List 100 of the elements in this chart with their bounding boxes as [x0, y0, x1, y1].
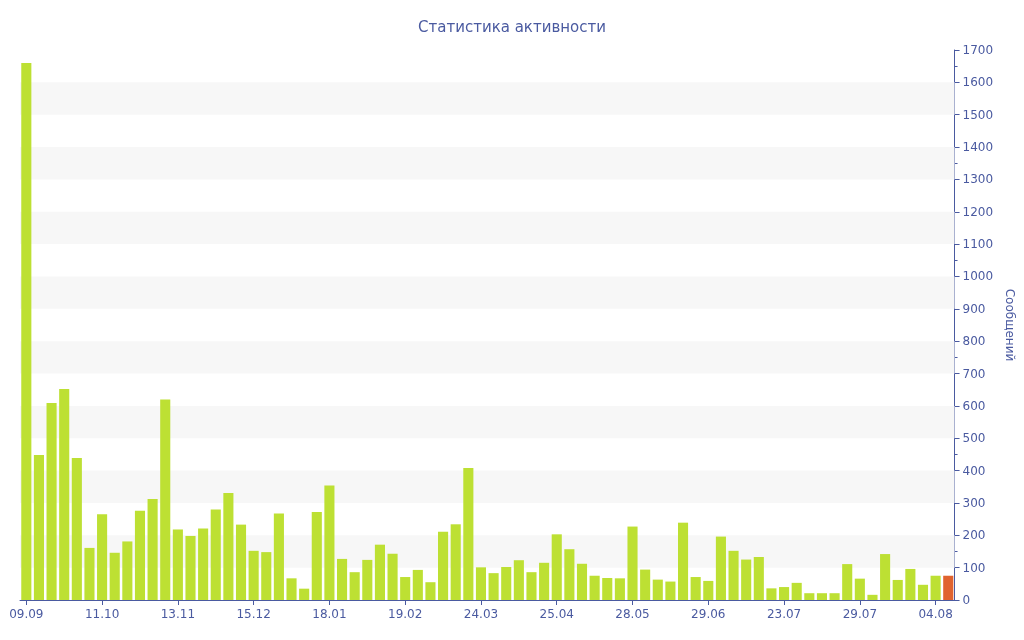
bar	[513, 560, 524, 600]
x-tick-label: 29.07	[842, 607, 878, 621]
bar	[576, 563, 588, 600]
x-tick-label: 28.05	[615, 607, 650, 621]
x-tick-label: 04.08	[918, 607, 953, 621]
y-tick-label: 0	[962, 593, 971, 607]
y-tick-label: 700	[962, 366, 986, 381]
x-tick-label: 15.12	[236, 607, 271, 621]
bar	[299, 588, 310, 600]
bar	[425, 582, 436, 600]
bar	[248, 550, 259, 600]
bar	[917, 584, 929, 600]
bar	[551, 534, 562, 600]
bar	[766, 588, 777, 600]
bar	[779, 587, 790, 600]
y-tick-label: 1700	[962, 43, 994, 57]
bar	[349, 572, 360, 600]
y-axis-title: Сообщений	[1003, 288, 1017, 362]
y-tick-label: 600	[962, 398, 986, 413]
bar	[791, 582, 802, 600]
bar	[564, 549, 575, 600]
y-tick-label: 1100	[962, 237, 994, 252]
bar	[160, 399, 171, 600]
bar	[614, 578, 625, 600]
bar	[324, 485, 335, 600]
bar	[387, 553, 398, 600]
x-tick-label: 23.07	[766, 607, 802, 621]
bar	[488, 573, 499, 600]
bar	[134, 510, 146, 600]
y-tick-label: 200	[962, 528, 986, 543]
bar	[400, 577, 411, 600]
x-tick-label: 18.01	[312, 607, 347, 621]
bar	[438, 531, 449, 600]
bar	[198, 528, 209, 600]
bar	[829, 593, 840, 600]
bar	[804, 593, 815, 600]
bar	[362, 559, 373, 600]
bar	[273, 513, 284, 600]
bar	[589, 575, 600, 600]
y-tick-label: 1200	[962, 204, 994, 219]
bar	[665, 581, 676, 600]
bar	[97, 514, 108, 600]
bar	[59, 389, 70, 600]
chart-title: Статистика активности	[418, 17, 606, 36]
x-tick-label: 29.06	[691, 607, 726, 621]
bar	[84, 547, 95, 600]
x-tick-label: 25.04	[539, 607, 574, 621]
bar	[147, 499, 158, 600]
y-tick-label: 1300	[962, 172, 994, 187]
bar	[867, 594, 878, 600]
bar	[753, 556, 764, 600]
bar	[223, 492, 234, 600]
y-tick-label: 1000	[962, 269, 994, 284]
bar	[741, 559, 752, 600]
bar	[235, 524, 247, 600]
x-tick-label: 13.11	[160, 607, 196, 621]
bar	[336, 558, 348, 600]
bar	[905, 568, 916, 600]
bar	[816, 593, 828, 600]
bar	[703, 580, 714, 600]
x-tick-label: 24.03	[463, 607, 499, 621]
bar	[677, 522, 689, 600]
y-tick-label: 1500	[962, 107, 994, 122]
y-tick-label: 100	[962, 560, 986, 575]
x-tick-label: 09.09	[9, 607, 44, 621]
bar	[475, 567, 487, 600]
bar	[602, 578, 613, 600]
y-tick-label: 900	[962, 301, 986, 316]
x-tick-label: 19.02	[388, 607, 423, 621]
bar	[526, 572, 537, 600]
bar	[728, 550, 739, 600]
bar	[46, 402, 57, 600]
bar	[930, 575, 941, 600]
bar	[463, 468, 474, 600]
bar	[715, 536, 726, 600]
bar	[210, 509, 221, 600]
bar	[311, 512, 322, 600]
bar	[109, 552, 120, 600]
bar	[943, 575, 954, 600]
bar	[892, 579, 903, 600]
bar	[33, 455, 44, 600]
x-tick-label: 11.10	[84, 607, 120, 621]
bar	[854, 578, 865, 600]
y-tick-label: 1400	[962, 140, 994, 155]
bar	[122, 541, 133, 600]
bar	[652, 579, 663, 600]
bar	[71, 457, 82, 600]
bar	[185, 535, 196, 600]
y-tick-label: 300	[962, 495, 986, 510]
bar	[172, 529, 183, 600]
y-tick-label: 800	[962, 334, 986, 349]
bar	[539, 562, 550, 600]
bar	[286, 578, 297, 600]
bar	[450, 524, 461, 600]
bar	[261, 552, 272, 600]
bar	[501, 567, 512, 600]
bar	[21, 62, 32, 600]
bar	[690, 577, 701, 600]
bar	[880, 554, 891, 600]
bar	[842, 564, 853, 600]
